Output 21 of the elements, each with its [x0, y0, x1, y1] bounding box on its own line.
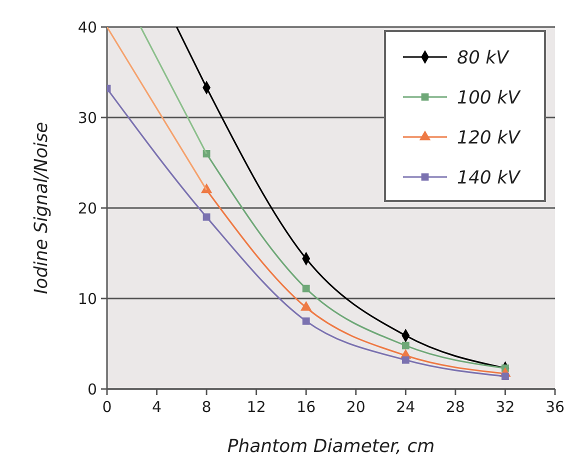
- x-tick-label: 20: [346, 398, 366, 416]
- x-tick-label: 4: [152, 398, 162, 416]
- y-axis-title: Iodine Signal/Noise: [31, 122, 52, 294]
- legend-label: 120 kV: [457, 127, 522, 148]
- x-tick-label: 24: [396, 398, 416, 416]
- x-tick-label: 28: [446, 398, 465, 416]
- x-tick-label: 8: [202, 398, 212, 416]
- x-tick-label: 36: [545, 398, 565, 416]
- y-tick-label: 10: [78, 290, 97, 308]
- y-tick-label: 0: [87, 380, 97, 398]
- y-tick-label: 40: [78, 18, 97, 36]
- y-tick-label: 30: [78, 108, 97, 127]
- legend-label: 100 kV: [457, 87, 522, 108]
- legend-label: 140 kV: [457, 167, 522, 188]
- x-tick-label: 12: [246, 398, 266, 416]
- y-tick-label: 20: [78, 199, 97, 218]
- x-tick-label: 16: [296, 398, 316, 416]
- legend-label: 80 kV: [457, 47, 510, 68]
- x-axis-title: Phantom Diameter, cm: [227, 436, 435, 457]
- x-tick-label: 0: [102, 398, 112, 416]
- x-tick-label: 32: [496, 398, 515, 416]
